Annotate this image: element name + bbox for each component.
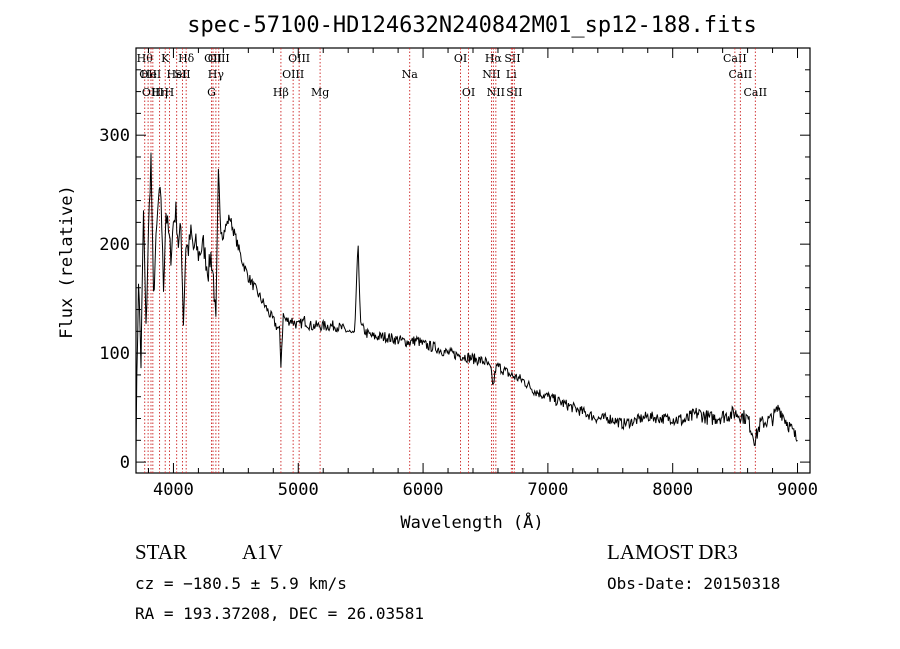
x-tick-label-1: 5000 [278, 480, 319, 500]
y-tick-label-1: 100 [99, 344, 130, 364]
object-class: STAR [135, 540, 187, 564]
observation-date: Obs-Date: 20150318 [607, 574, 781, 593]
x-axis-label: Wavelength (Å) [400, 511, 543, 533]
line-label-10: G [207, 86, 216, 99]
survey-name: LAMOST DR3 [607, 540, 738, 564]
chart-title: spec-57100-HD124632N240842M01_sp12-188.f… [187, 13, 757, 38]
object-subclass: A1V [242, 540, 283, 564]
redshift-readout: cz = −180.5 ± 5.9 km/s [135, 574, 347, 593]
x-tick-label-3: 7000 [527, 480, 568, 500]
line-label-1: OII [139, 68, 157, 81]
y-axis-label: Flux (relative) [57, 185, 77, 339]
line-label-20: OI [462, 86, 475, 99]
line-label-25: SII [504, 52, 520, 65]
line-label-27: CaII [723, 52, 747, 65]
line-label-4: Hη [151, 86, 167, 99]
plot-frame [135, 47, 811, 474]
line-label-7: HeI [166, 68, 186, 81]
axis-ticks: 4000 5000 6000 7000 8000 9000 0 100 200 300 [99, 48, 818, 500]
line-label-24: Li [506, 68, 517, 81]
line-label-29: CaII [743, 86, 767, 99]
x-tick-label-2: 6000 [403, 480, 444, 500]
line-label-26: SII [506, 86, 522, 99]
spectrum-series [135, 152, 798, 453]
line-label-11: OII [204, 52, 222, 65]
line-label-6: H [165, 86, 175, 99]
y-tick-label-0: 0 [120, 453, 130, 473]
line-markers: HθOIIHeIOIIIHηKHHeISIIHδGOIIHγOIIIHβOIII… [137, 48, 767, 473]
line-label-17: Mg [311, 86, 329, 99]
line-label-28: CaII [729, 68, 753, 81]
x-tick-label-0: 4000 [153, 480, 194, 500]
line-label-15: OIII [282, 68, 304, 81]
x-tick-label-4: 8000 [652, 480, 693, 500]
line-label-13: OIII [208, 52, 230, 65]
line-label-14: Hβ [273, 86, 289, 99]
line-label-5: K [161, 52, 170, 65]
y-tick-label-3: 300 [99, 126, 130, 146]
x-tick-label-5: 9000 [777, 480, 818, 500]
line-label-16: OIII [288, 52, 310, 65]
line-label-2: HeI [141, 68, 161, 81]
line-label-18: Na [402, 68, 419, 81]
line-label-0: Hθ [137, 52, 154, 65]
line-label-19: OI [454, 52, 467, 65]
line-label-23: NII [487, 86, 505, 99]
line-label-22: Hα [485, 52, 503, 65]
line-label-12: Hγ [208, 68, 225, 81]
coordinates: RA = 193.37208, DEC = 26.03581 [135, 604, 424, 623]
y-tick-label-2: 200 [99, 235, 130, 255]
line-label-21: NII [482, 68, 500, 81]
spectrum-line [135, 152, 798, 453]
line-label-3: OIII [142, 86, 164, 99]
line-label-8: SII [174, 68, 190, 81]
line-label-9: Hδ [178, 52, 195, 65]
